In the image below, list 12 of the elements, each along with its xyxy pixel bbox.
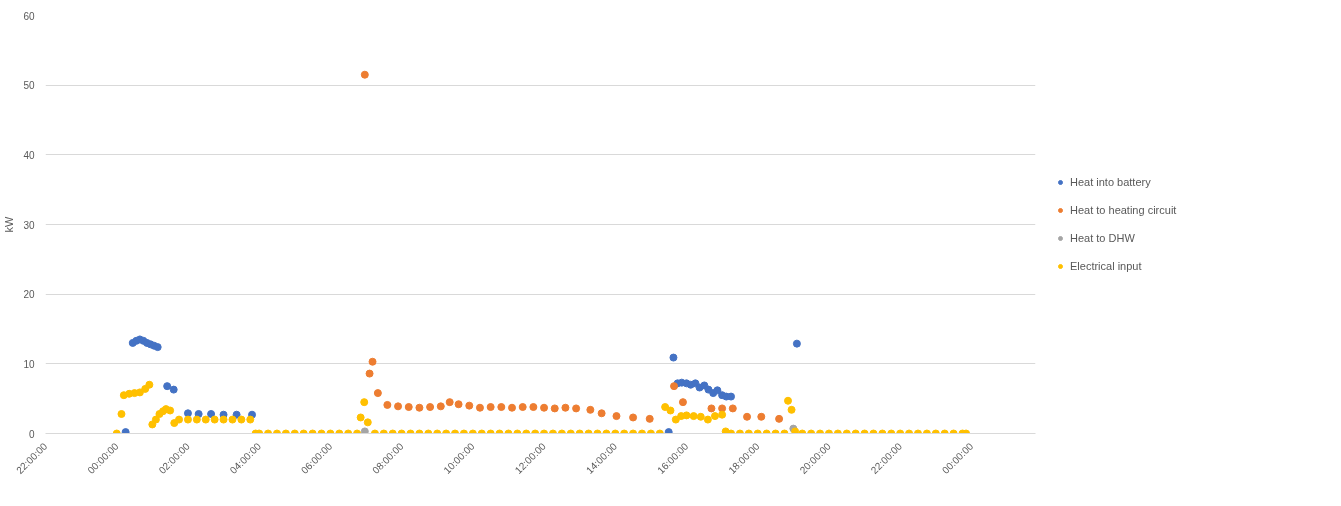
- y-axis-title: kW: [3, 215, 16, 233]
- y-tick-label: 20: [23, 289, 35, 301]
- y-tick-label: 60: [23, 10, 35, 22]
- y-tick-label: 50: [23, 80, 35, 92]
- legend-label: Electrical input: [1070, 260, 1142, 272]
- y-tick-label: 10: [23, 358, 35, 370]
- y-tick-label: 0: [28, 428, 35, 440]
- legend-label: Heat to DHW: [1070, 232, 1135, 244]
- y-tick-label: 30: [23, 219, 35, 231]
- y-tick-label: 40: [23, 149, 35, 161]
- legend-label: Heat to heating circuit: [1070, 204, 1177, 216]
- legend-label: Heat into battery: [1070, 176, 1151, 188]
